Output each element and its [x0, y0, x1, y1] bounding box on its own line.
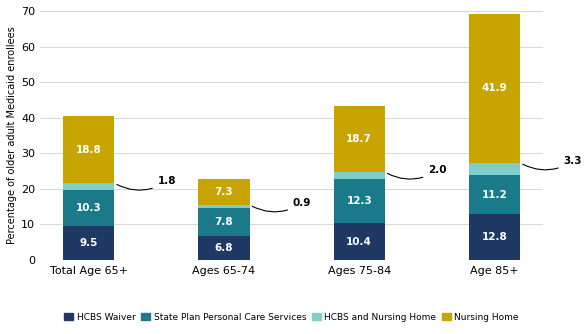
Bar [469, 175, 520, 214]
Text: 10.4: 10.4 [346, 236, 372, 246]
Legend: HCBS Waiver, State Plan Personal Care Services, HCBS and Nursing Home, Nursing H: HCBS Waiver, State Plan Personal Care Se… [60, 309, 522, 326]
Y-axis label: Percentage of older adult Medicaid enrollees: Percentage of older adult Medicaid enrol… [7, 27, 17, 244]
Bar [333, 106, 385, 172]
Text: 7.8: 7.8 [215, 217, 233, 227]
Text: 9.5: 9.5 [79, 238, 98, 248]
Text: 10.3: 10.3 [76, 203, 102, 213]
Bar [333, 172, 385, 179]
Text: 12.3: 12.3 [346, 196, 372, 206]
Bar [198, 205, 249, 208]
Bar [63, 190, 114, 226]
Bar [333, 179, 385, 223]
Bar [469, 14, 520, 163]
Bar [63, 183, 114, 190]
Bar [469, 163, 520, 175]
Text: 11.2: 11.2 [482, 190, 507, 199]
Bar [333, 223, 385, 260]
Text: 41.9: 41.9 [482, 84, 507, 93]
Bar [198, 236, 249, 260]
Bar [198, 179, 249, 205]
Text: 12.8: 12.8 [482, 232, 507, 242]
Bar [63, 226, 114, 260]
Text: 18.7: 18.7 [346, 134, 372, 144]
Text: 18.8: 18.8 [76, 145, 102, 155]
Bar [198, 208, 249, 236]
Text: 0.9: 0.9 [252, 198, 311, 212]
Bar [63, 116, 114, 183]
Text: 1.8: 1.8 [117, 176, 176, 190]
Text: 6.8: 6.8 [215, 243, 233, 253]
Text: 2.0: 2.0 [387, 165, 447, 179]
Text: 3.3: 3.3 [522, 156, 582, 170]
Bar [469, 214, 520, 260]
Text: 7.3: 7.3 [215, 187, 233, 197]
